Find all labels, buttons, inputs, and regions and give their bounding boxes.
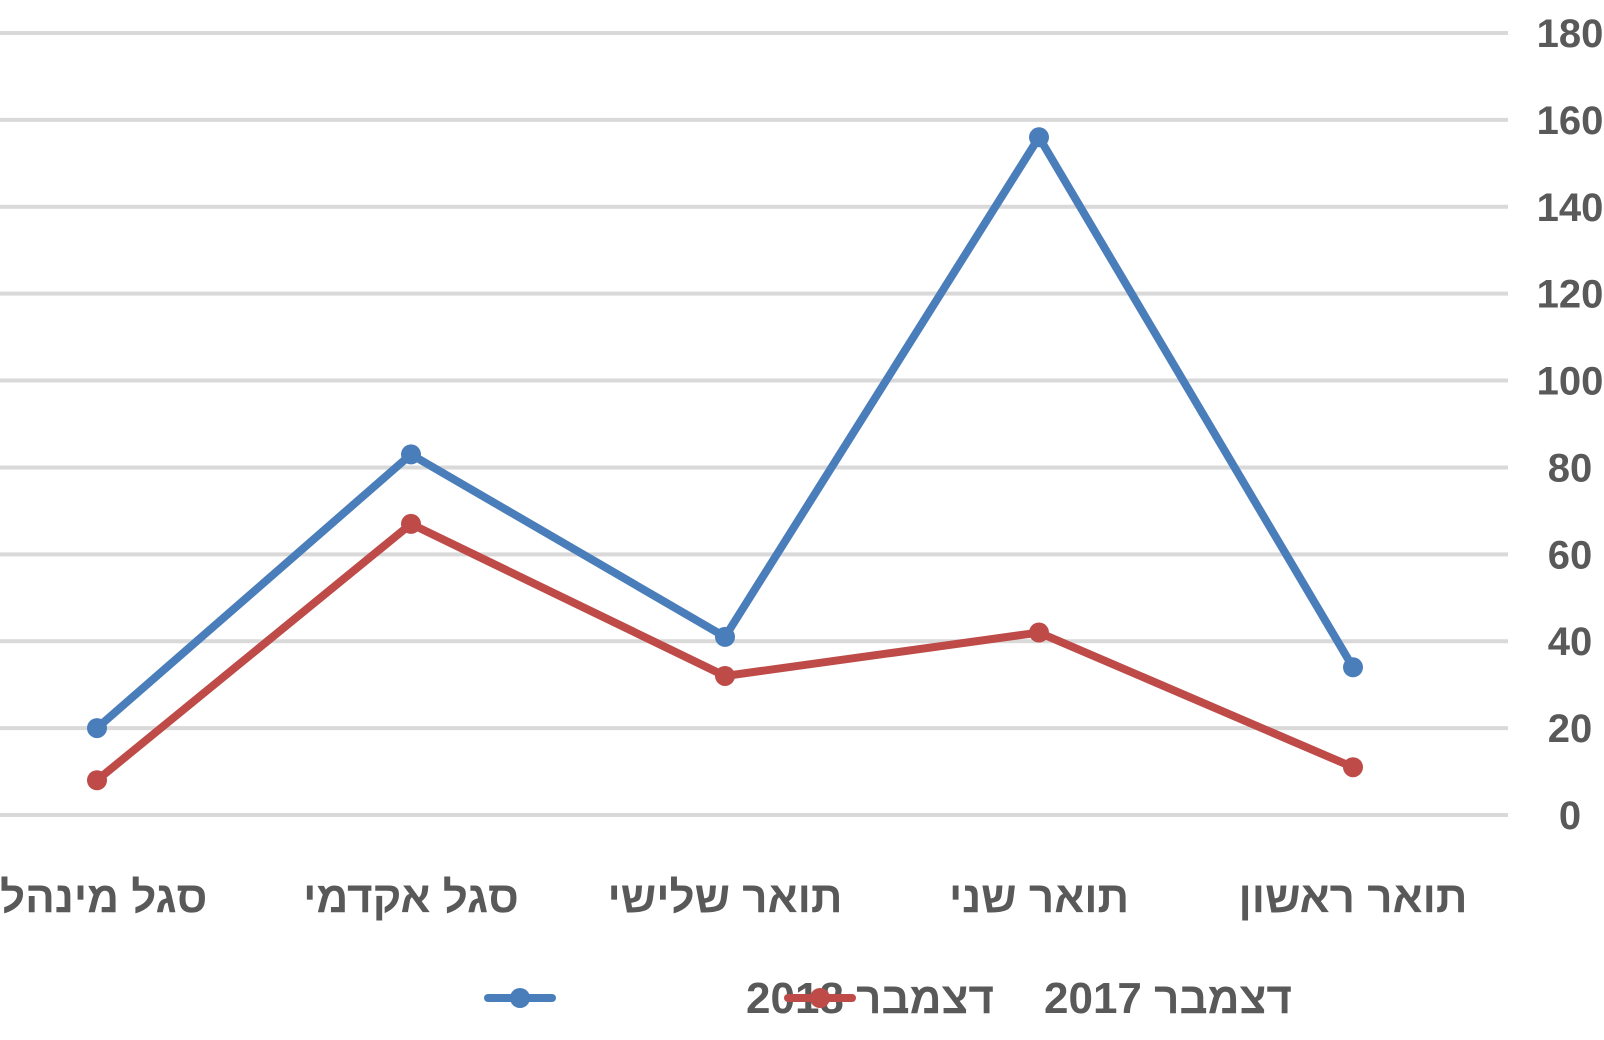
data-point	[1029, 127, 1049, 148]
y-axis-tick-labels: 0 20 40 60 80 100 120 140 160 180	[1537, 12, 1604, 838]
y-tick-label: 160	[1537, 99, 1604, 143]
y-tick-label: 80	[1548, 446, 1593, 490]
data-point	[87, 718, 107, 739]
x-tick-label: סגל אקדמי	[303, 873, 519, 922]
y-tick-label: 120	[1537, 273, 1604, 317]
data-point	[715, 626, 735, 647]
y-tick-label: 0	[1559, 794, 1581, 838]
legend-label: דצמבר 2018	[746, 974, 994, 1023]
legend-swatch-marker	[510, 988, 530, 1008]
y-tick-label: 180	[1537, 12, 1604, 56]
y-tick-label: 40	[1548, 620, 1593, 664]
x-axis-tick-labels: סגל מינהלי סגל אקדמי תואר שלישי תואר שני תוא…	[0, 873, 1467, 922]
data-point	[1343, 657, 1363, 678]
x-tick-label: סגל מינהלי	[0, 873, 207, 922]
legend-item-2: דצמבר 2017	[784, 974, 1292, 1023]
y-tick-label: 100	[1537, 360, 1604, 404]
legend-swatch-marker	[810, 988, 830, 1008]
legend-label: דצמבר 2017	[1044, 974, 1292, 1023]
x-tick-label: תואר שלישי	[607, 873, 842, 922]
data-point	[1029, 622, 1049, 643]
y-tick-label: 60	[1548, 533, 1593, 577]
y-tick-label: 140	[1537, 186, 1604, 230]
data-point	[401, 513, 421, 534]
data-point	[401, 444, 421, 465]
legend-item-1: דצמבר 2018	[484, 974, 994, 1023]
x-tick-label: תואר ראשון	[1239, 873, 1468, 922]
grid-layer	[0, 31, 1508, 817]
series-2	[87, 513, 1363, 791]
y-tick-label: 20	[1548, 707, 1593, 751]
data-point	[87, 770, 107, 791]
legend: דצמבר 2018 דצמבר 2017	[484, 974, 1292, 1023]
x-tick-label: תואר שני	[949, 873, 1129, 922]
data-point	[715, 665, 735, 686]
series-1	[87, 127, 1363, 739]
series-layer	[87, 127, 1363, 791]
data-point	[1343, 757, 1363, 778]
